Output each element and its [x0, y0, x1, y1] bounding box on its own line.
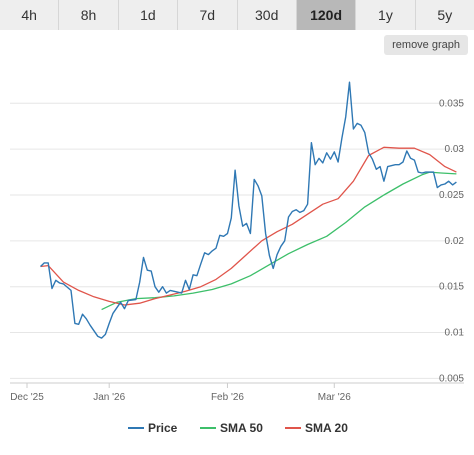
tab-120d[interactable]: 120d	[296, 0, 357, 30]
y-tick-label: 0.025	[439, 190, 464, 201]
sma20-line	[40, 146, 457, 306]
legend-label: Price	[148, 421, 178, 435]
legend-item-sma20: SMA 20	[285, 421, 348, 435]
y-tick-label: 0.015	[439, 282, 464, 293]
y-tick-label: 0.03	[445, 144, 465, 155]
tab-1y[interactable]: 1y	[356, 0, 416, 30]
tab-7d[interactable]: 7d	[178, 0, 238, 30]
timeframe-tabs: 4h 8h 1d 7d 30d 120d 1y 5y	[0, 0, 474, 30]
tab-5y[interactable]: 5y	[415, 0, 474, 30]
y-tick-label: 0.035	[439, 98, 464, 109]
tab-8h[interactable]: 8h	[59, 0, 119, 30]
chart-axis: 0.005 0.01 0.015 0.02 0.025 0.03 0.035 Dec '25 J…	[10, 98, 464, 403]
legend-item-price: Price	[128, 421, 178, 435]
legend-item-sma50: SMA 50	[200, 421, 263, 435]
chart-series	[40, 81, 457, 339]
tab-30d[interactable]: 30d	[237, 0, 297, 30]
chart-grid	[10, 102, 464, 379]
legend-label: SMA 50	[220, 421, 263, 435]
tab-4h[interactable]: 4h	[0, 0, 60, 30]
y-tick-label: 0.01	[445, 328, 465, 339]
x-tick-label: Dec '25	[10, 392, 44, 403]
tab-1d[interactable]: 1d	[118, 0, 179, 30]
x-tick-label: Mar '26	[318, 392, 351, 403]
price-line	[40, 81, 457, 339]
x-tick-label: Jan '26	[93, 392, 125, 403]
remove-graph-button[interactable]: remove graph	[384, 35, 468, 55]
y-tick-label: 0.02	[445, 236, 465, 247]
chart-legend: Price SMA 50 SMA 20	[128, 421, 348, 435]
x-tick-label: Feb '26	[211, 392, 244, 403]
legend-label: SMA 20	[305, 421, 348, 435]
y-tick-label: 0.005	[439, 373, 464, 384]
